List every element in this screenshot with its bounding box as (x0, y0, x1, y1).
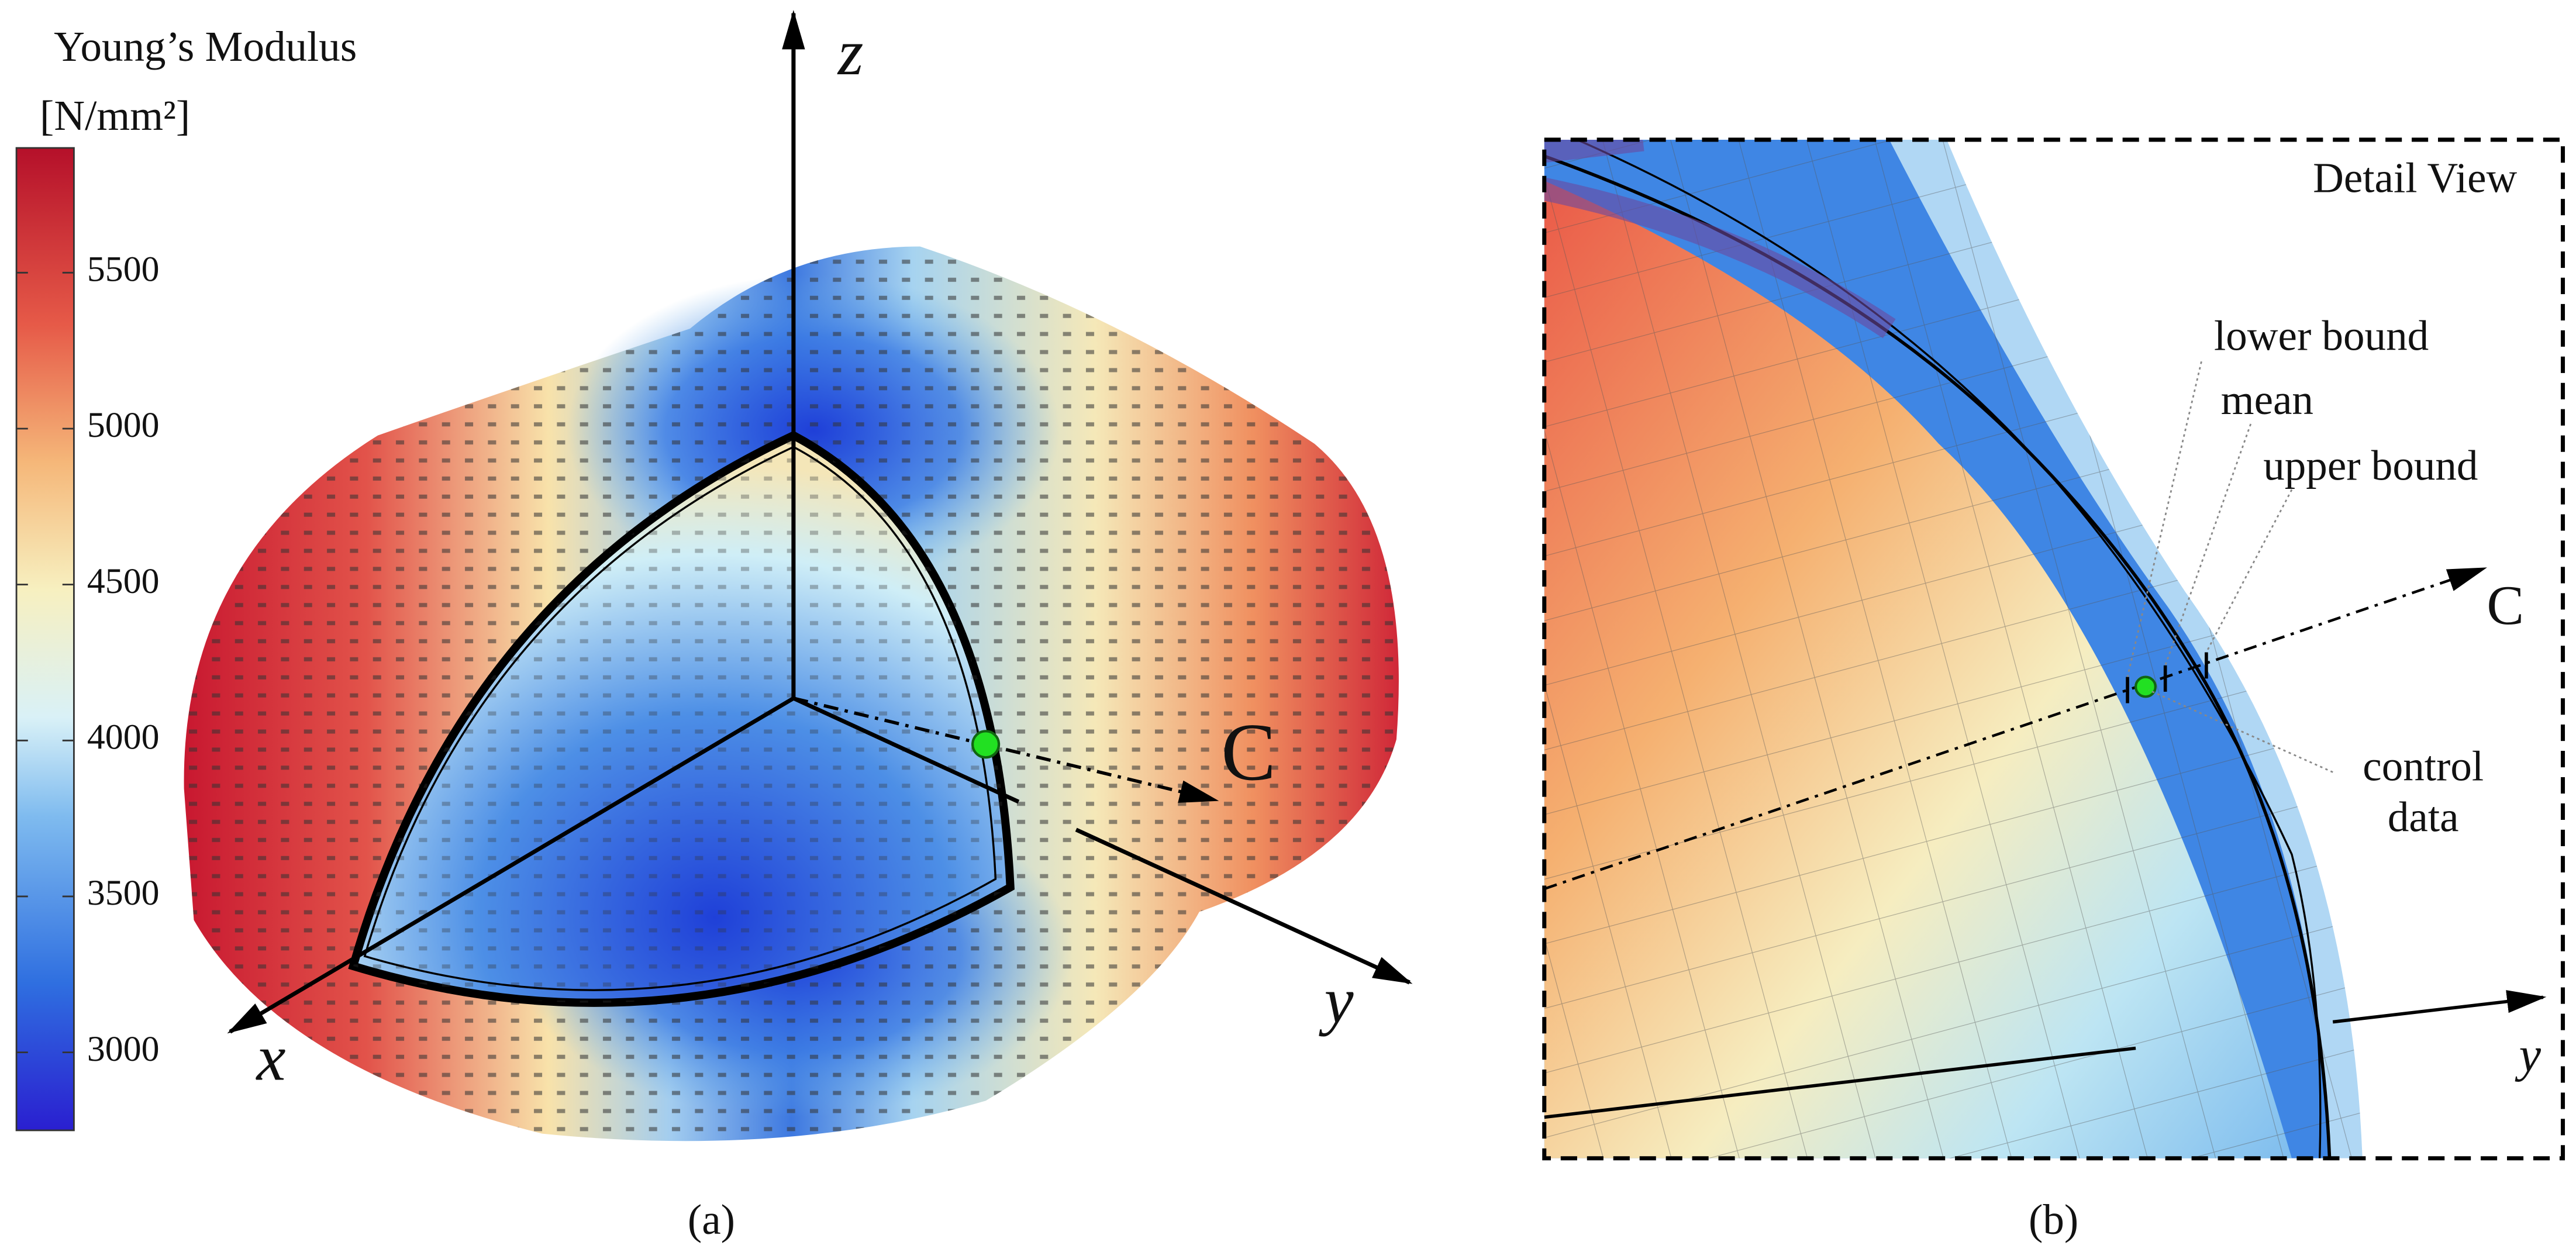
colorbar (15, 147, 75, 1132)
x-axis-detail (1544, 1046, 2136, 1119)
y-axis (1075, 827, 1413, 985)
y-label-detail: y (2515, 1028, 2541, 1082)
control-data-label: data (2388, 794, 2459, 841)
control-point-detail (2134, 675, 2157, 698)
caption-b: (b) (2029, 1196, 2078, 1243)
colorbar-title: Young’s Modulus (54, 23, 357, 70)
colorbar-tick-label: 4500 (87, 561, 160, 601)
control-point (971, 730, 1001, 759)
lower-bound-label: lower bound (2214, 312, 2429, 359)
y-axis-detail (2332, 990, 2547, 1024)
upper-bound-label: upper bound (2263, 442, 2478, 489)
colorbar-tick-label: 3500 (87, 873, 160, 913)
bound-ticks (2126, 652, 2208, 703)
control-data-label: control (2363, 742, 2484, 789)
panel-b: Detail View lower bound mean upper bound… (1542, 137, 2565, 1243)
x-label: x (256, 1022, 286, 1094)
c-label: C (1221, 707, 1276, 798)
colorbar-tick-label: 3000 (87, 1029, 160, 1069)
octant-edge (363, 446, 997, 991)
colorbar-tick-label: 5500 (87, 250, 160, 289)
detail-title: Detail View (2313, 154, 2517, 202)
y-axis-inner (792, 696, 1020, 804)
caption-a: (a) (688, 1196, 735, 1243)
detail-mesh (1544, 139, 2363, 1158)
mean-edge (1577, 139, 2322, 1158)
colorbar-ticks: 3000 3500 4000 4500 5000 5500 (16, 250, 159, 1069)
mean-label: mean (2221, 376, 2313, 423)
y-label: y (1319, 964, 1354, 1037)
leader-lines (2126, 361, 2333, 773)
c-direction (793, 696, 1219, 803)
panel-a: Young’s Modulus [N/mm²] 3000 3500 4000 4500… (15, 10, 1413, 1243)
z-label: z (837, 16, 864, 89)
x-axis (227, 696, 795, 1034)
c-label-detail: C (2487, 574, 2524, 636)
colorbar-tick-label: 4000 (87, 717, 160, 757)
colorbar-tick-label: 5000 (87, 405, 160, 445)
colorbar-unit: [N/mm²] (40, 92, 190, 139)
detail-frame (1542, 137, 2565, 1161)
